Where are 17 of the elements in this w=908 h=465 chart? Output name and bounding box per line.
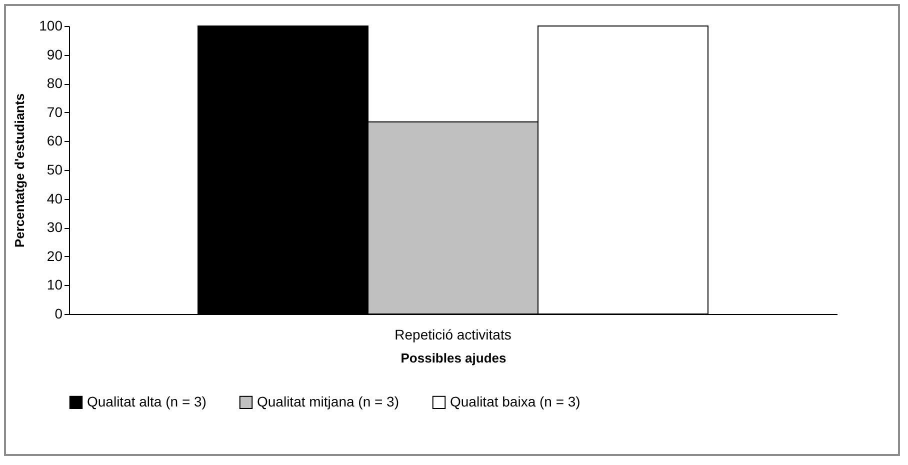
y-tick-label: 60: [46, 132, 63, 149]
x-tick-label: Repetició activitats: [394, 326, 512, 342]
y-tick-label: 80: [46, 75, 63, 92]
y-tick-label: 0: [54, 306, 63, 322]
y-axis-title: Percentatge d'estudiants: [12, 93, 28, 248]
y-tick-label: 30: [46, 219, 63, 236]
y-tick-label: 10: [46, 276, 63, 293]
legend-label: Qualitat baixa (n = 3): [450, 393, 580, 410]
y-tick-label: 100: [39, 18, 63, 34]
y-tick-label: 90: [46, 46, 63, 62]
legend-label: Qualitat mitjana (n = 3): [257, 393, 400, 410]
x-axis-title: Possibles ajudes: [400, 350, 506, 366]
y-tick-label: 20: [46, 248, 63, 264]
legend-label: Qualitat alta (n = 3): [87, 393, 206, 410]
y-tick-label: 40: [46, 190, 63, 206]
y-tick-label: 70: [46, 104, 63, 120]
y-tick-label: 50: [46, 162, 63, 178]
